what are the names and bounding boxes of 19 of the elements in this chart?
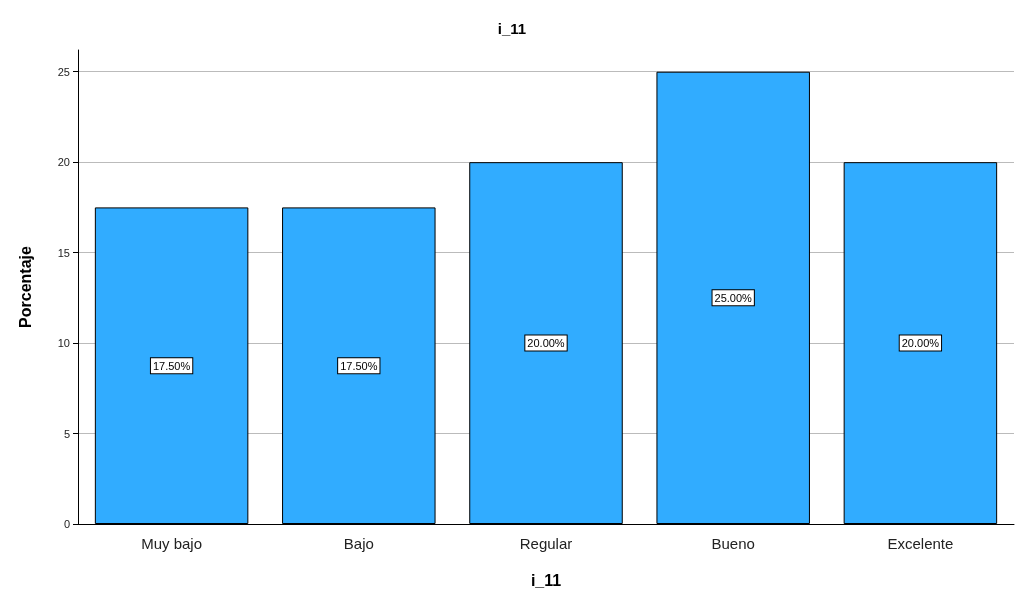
x-axis-title: i_11 [530,571,562,589]
y-tick-label: 15 [57,246,70,259]
x-tick-label: Bajo [343,535,374,552]
data-label: 17.50% [152,359,191,372]
chart-title: i_11 [497,20,527,37]
x-tick-label: Regular [519,535,573,552]
data-label: 17.50% [340,359,378,372]
y-tick-label: 25 [57,65,70,78]
y-tick-label: 20 [57,156,70,169]
x-tick-label: Bueno [711,535,755,552]
data-label: 20.00% [527,337,565,350]
y-tick-label: 10 [57,337,70,350]
data-label: 20.00% [901,337,940,350]
y-tick-label: 0 [63,518,70,530]
y-tick-label: 5 [63,427,70,440]
x-tick-label: Muy bajo [141,535,203,552]
y-axis-title: Porcentaje [16,245,34,328]
data-label: 25.00% [714,291,753,304]
x-tick-label: Excelente [887,535,954,552]
